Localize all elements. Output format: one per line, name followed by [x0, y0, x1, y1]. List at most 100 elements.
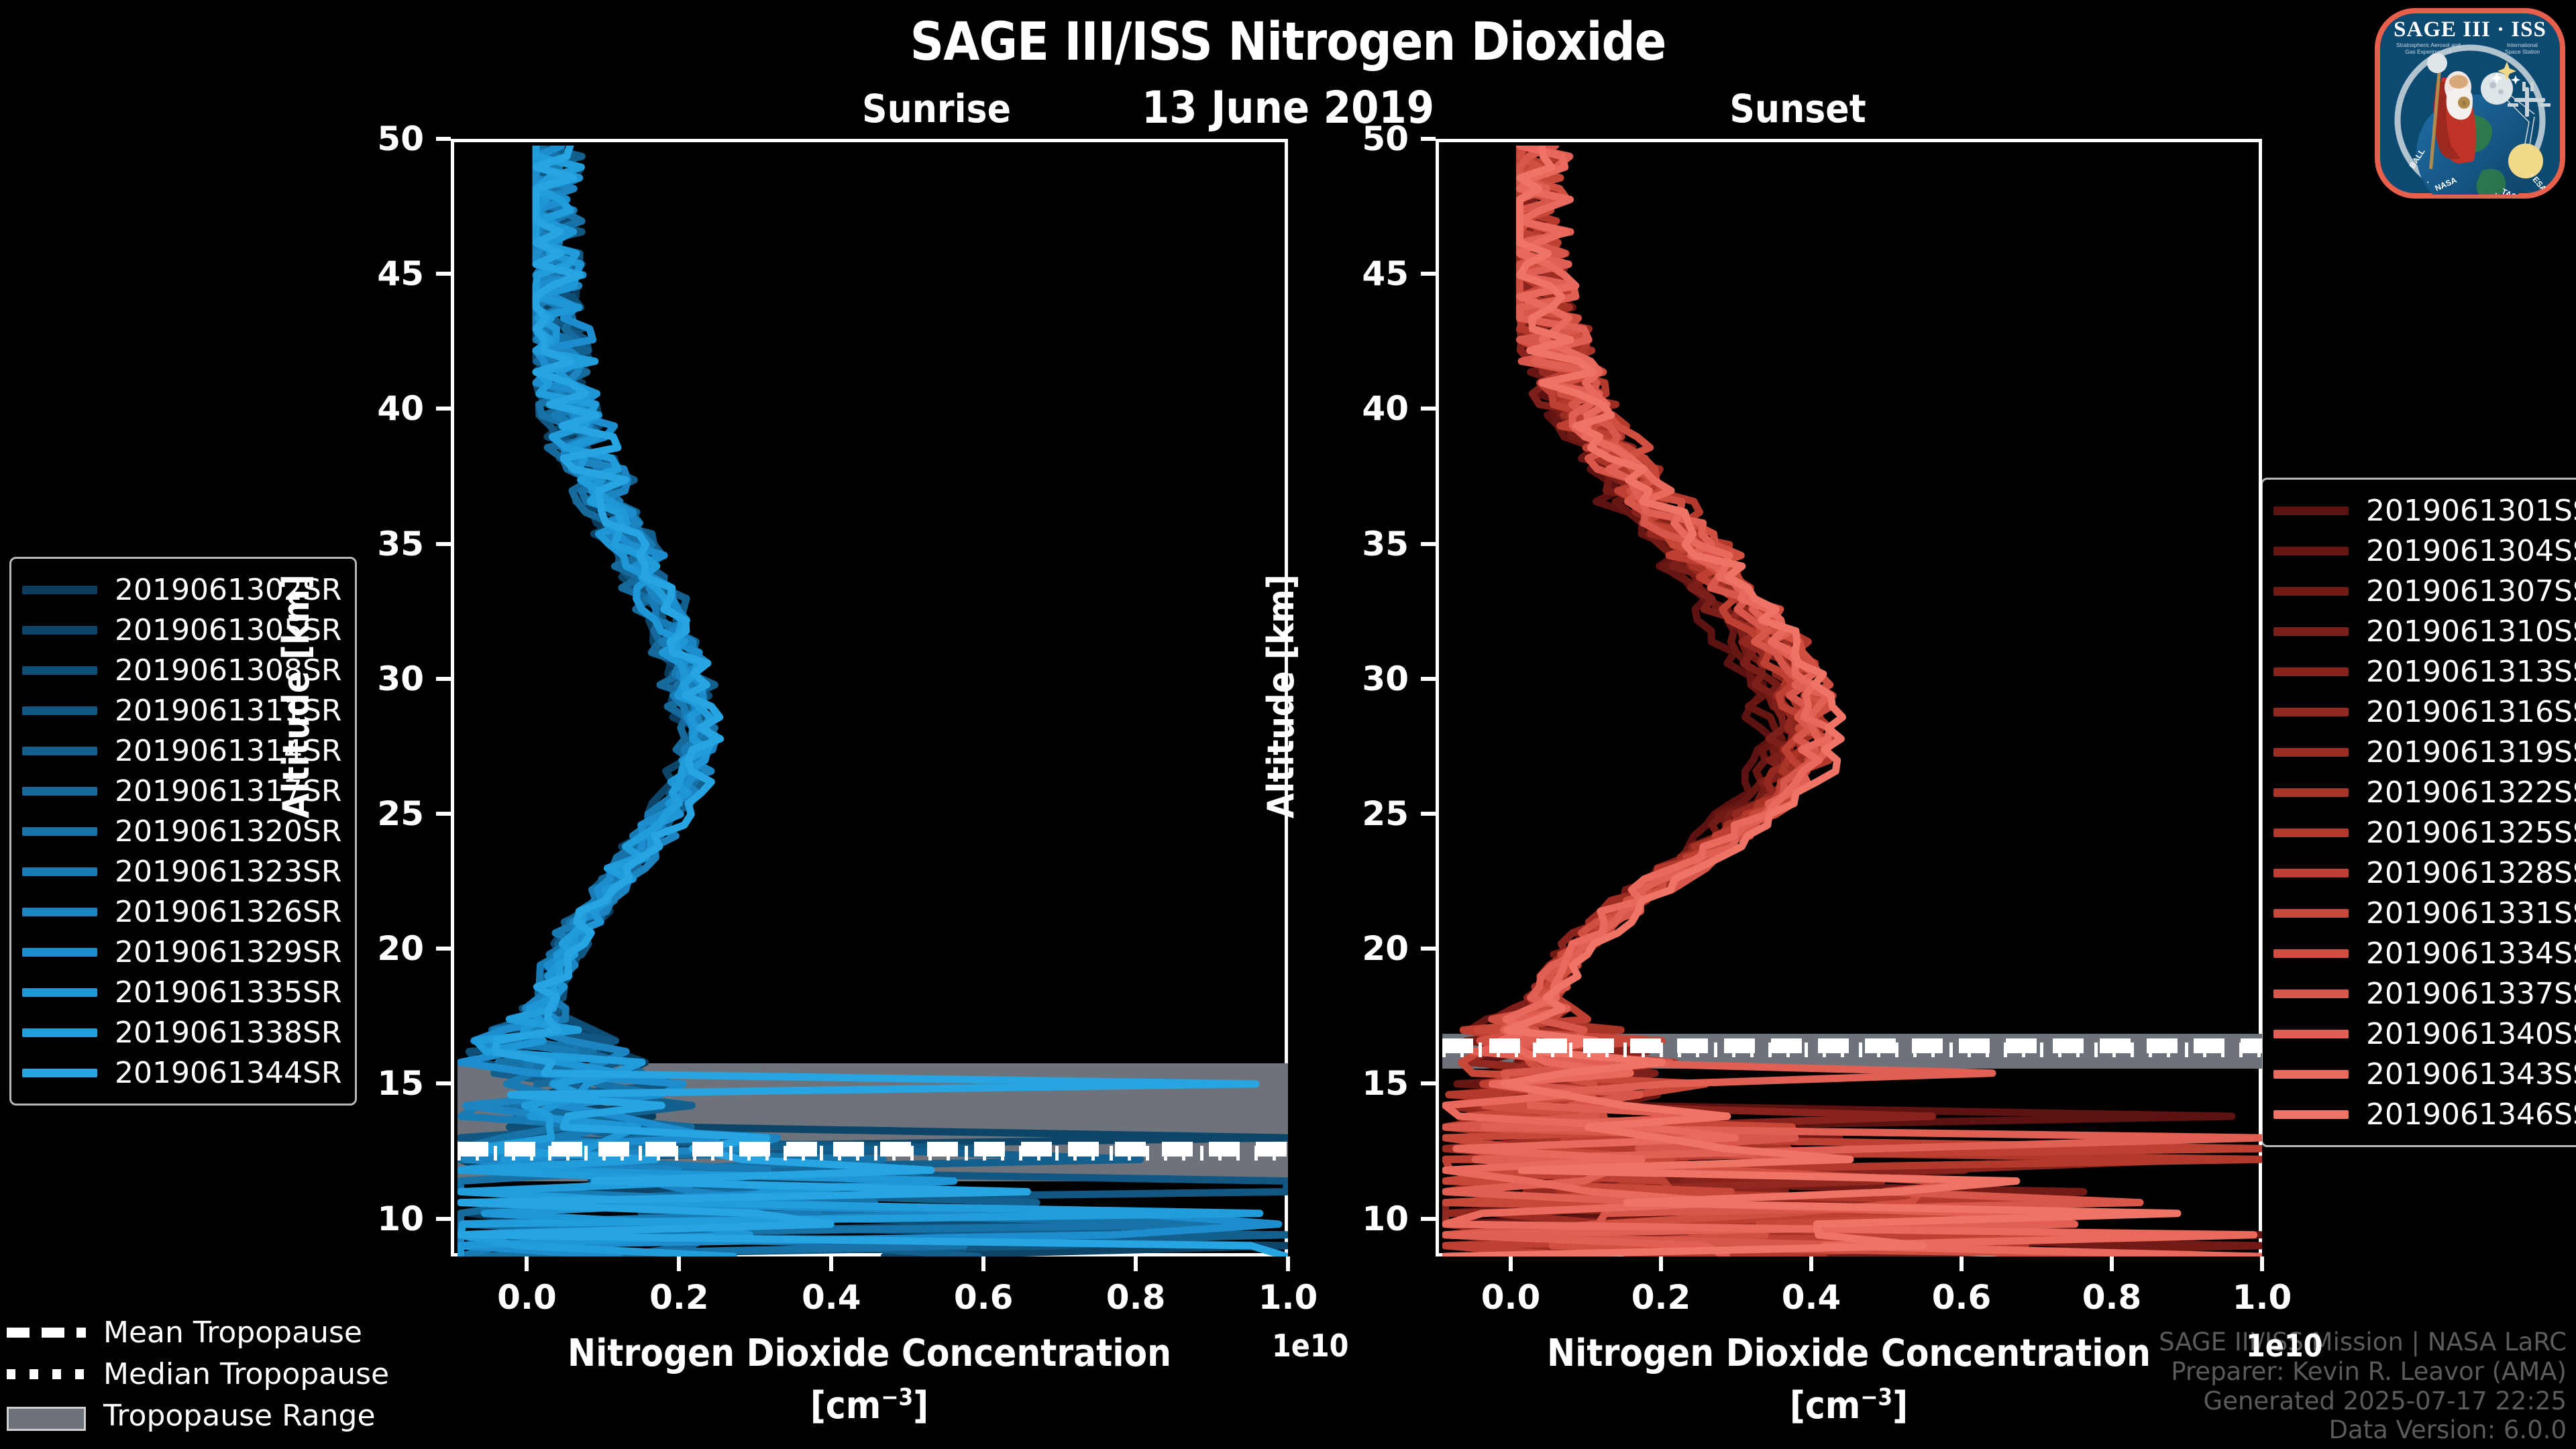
legend-item[interactable]: 2019061344SR [22, 1053, 341, 1093]
x-tickmark [525, 1256, 529, 1271]
y-tick-label: 40 [1362, 389, 1409, 429]
legend-color-swatch [2273, 627, 2349, 636]
legend-item-label: 2019061338SR [115, 1015, 342, 1050]
legend-item[interactable]: 2019061337SS [2273, 973, 2576, 1014]
legend-item[interactable]: 2019061313SS [2273, 651, 2576, 692]
y-tick-label: 45 [1362, 254, 1409, 294]
profile-line [458, 146, 1288, 1256]
legend-item-label: 2019061328SS [2366, 855, 2576, 890]
legend-item[interactable]: 2019061308SR [22, 650, 341, 690]
x-tickmark [677, 1256, 682, 1271]
legend-item-label: 2019061301SS [2366, 493, 2576, 528]
y-tickmark [436, 812, 451, 816]
profile-lines-sunset [1442, 146, 2262, 1256]
legend-item[interactable]: 2019061346SS [2273, 1094, 2576, 1134]
legend-item[interactable]: 2019061334SS [2273, 933, 2576, 973]
legend-item[interactable]: 2019061304SS [2273, 531, 2576, 571]
legend-item-mean-tropopause: Mean Tropopause [7, 1311, 389, 1353]
x-tick-label: 0.6 [953, 1278, 1014, 1317]
legend-item[interactable]: 2019061320SR [22, 811, 341, 851]
legend-item[interactable]: 2019061307SS [2273, 571, 2576, 611]
legend-color-swatch [22, 665, 97, 675]
y-tick-label: 10 [1362, 1199, 1409, 1238]
y-tickmark [1421, 541, 1436, 546]
legend-item[interactable]: 2019061302SR [22, 570, 341, 610]
x-tick-label: 0.8 [1106, 1278, 1166, 1317]
x-tick-label: 0.4 [1781, 1278, 1841, 1317]
legend-color-swatch [2273, 707, 2349, 716]
legend-item-label: 2019061311SR [115, 693, 342, 728]
legend-item[interactable]: 2019061328SS [2273, 853, 2576, 893]
legend-item[interactable]: 2019061340SS [2273, 1014, 2576, 1054]
y-tickmark [436, 676, 451, 681]
legend-item[interactable]: 2019061329SR [22, 932, 341, 972]
legend-item[interactable]: 2019061319SS [2273, 732, 2576, 772]
svg-text:International: International [2507, 42, 2538, 48]
legend-item[interactable]: 2019061325SS [2273, 812, 2576, 853]
legend-item-label: 2019061326SR [115, 894, 342, 929]
legend-item[interactable]: 2019061326SR [22, 892, 341, 932]
legend-color-swatch [2273, 908, 2349, 918]
sage-iii-iss-mission-patch-icon: S SAGE III · ISS Stratospheric Aerosol a… [2369, 3, 2571, 204]
credits-line-version: Data Version: 6.0.0 [2328, 1415, 2567, 1445]
legend-item-label: 2019061346SS [2366, 1097, 2576, 1132]
legend-item[interactable]: 2019061335SR [22, 972, 341, 1012]
legend-item[interactable]: 2019061311SR [22, 690, 341, 731]
legend-label-median-tropopause: Median Tropopause [103, 1356, 390, 1391]
legend-item[interactable]: 2019061305SR [22, 610, 341, 650]
legend-item[interactable]: 2019061331SS [2273, 893, 2576, 933]
x-tick-label: 0.0 [497, 1278, 557, 1317]
y-tickmark [436, 947, 451, 951]
legend-color-swatch [22, 706, 97, 715]
x-tickmark [1809, 1256, 1813, 1271]
plot-area-sunrise[interactable] [451, 139, 1288, 1256]
legend-color-swatch [22, 987, 97, 997]
x-axis-units: [cm−3] [810, 1384, 929, 1428]
legend-color-swatch [2273, 586, 2349, 596]
y-tickmark [436, 1081, 451, 1086]
legend-item-label: 2019061302SR [115, 572, 342, 607]
legend-item[interactable]: 2019061317SR [22, 771, 341, 811]
legend-color-swatch [2273, 1110, 2349, 1119]
svg-text:·: · [2493, 189, 2499, 199]
legend-item-label: 2019061340SS [2366, 1016, 2576, 1051]
legend-item[interactable]: 2019061301SS [2273, 490, 2576, 531]
legend-sunrise[interactable]: 2019061302SR 2019061305SR 2019061308SR 2019… [9, 557, 358, 1106]
y-tickmark [436, 272, 451, 276]
legend-item-label: 2019061308SR [115, 653, 342, 688]
plot-area-sunset[interactable] [1436, 139, 2262, 1256]
legend-color-swatch [22, 1028, 97, 1037]
y-tickmark [1421, 272, 1436, 276]
legend-item[interactable]: 2019061314SR [22, 731, 341, 771]
legend-item[interactable]: 2019061343SS [2273, 1054, 2576, 1094]
legend-item-label: 2019061319SS [2366, 735, 2576, 769]
credits-block: SAGE III/ISS Mission | NASA LaRC Prepare… [2159, 1328, 2567, 1445]
profile-line [1442, 146, 2262, 1256]
y-tickmark [1421, 676, 1436, 681]
legend-color-swatch [2273, 747, 2349, 757]
legend-color-swatch [22, 786, 97, 796]
legend-item[interactable]: 2019061316SS [2273, 692, 2576, 732]
legend-color-swatch [2273, 828, 2349, 837]
y-tick-label: 30 [377, 659, 424, 698]
y-tickmark [1421, 1216, 1436, 1221]
y-tick-label: 45 [377, 254, 424, 294]
svg-text:SAGE III · ISS: SAGE III · ISS [2394, 17, 2546, 42]
legend-item[interactable]: 2019061322SS [2273, 772, 2576, 812]
x-tick-label: 0.2 [649, 1278, 709, 1317]
x-tickmark [981, 1256, 986, 1271]
legend-item[interactable]: 2019061310SS [2273, 611, 2576, 651]
legend-sunset[interactable]: 2019061301SS 2019061304SS 2019061307SS 2019… [2261, 478, 2576, 1147]
legend-item-label: 2019061317SR [115, 773, 342, 808]
dotted-line-icon [7, 1369, 86, 1379]
legend-item-label: 2019061325SS [2366, 815, 2576, 850]
legend-item[interactable]: 2019061338SR [22, 1012, 341, 1053]
legend-item-tropopause-range: Tropopause Range [7, 1395, 389, 1436]
legend-color-swatch [22, 585, 97, 594]
legend-item[interactable]: 2019061323SR [22, 851, 341, 892]
x-tickmark [1509, 1256, 1513, 1271]
legend-item-label: 2019061304SS [2366, 533, 2576, 568]
legend-item-label: 2019061310SS [2366, 614, 2576, 649]
